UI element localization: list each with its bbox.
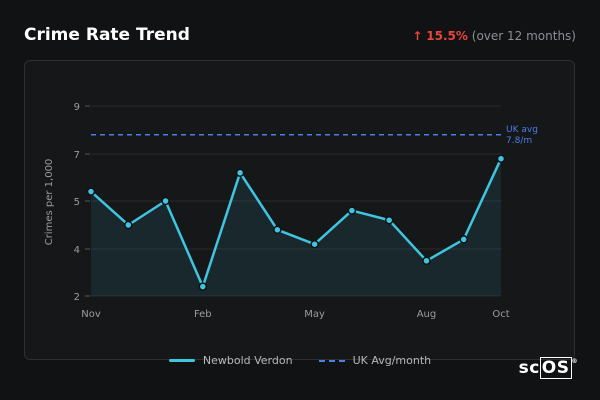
y-gridlines — [91, 105, 501, 297]
x-tick-label: Oct — [492, 309, 509, 320]
data-points — [86, 154, 506, 291]
legend-label: UK Avg/month — [352, 354, 432, 367]
chart-card — [24, 60, 575, 360]
scos-logo: sc OS ® — [518, 357, 578, 379]
data-point[interactable] — [496, 154, 506, 163]
data-point[interactable] — [347, 206, 357, 215]
legend-item-uk-average[interactable]: UK Avg/month — [318, 354, 432, 367]
y-tick-label: 4 — [74, 245, 80, 256]
x-tick-label: Aug — [417, 309, 437, 320]
change-percent: 15.5% — [426, 29, 468, 43]
y-axis: 2 4 5 7 9 — [74, 102, 90, 303]
legend: Newbold Verdon UK Avg/month — [0, 354, 600, 367]
data-point[interactable] — [310, 239, 319, 249]
x-tick-label: May — [304, 309, 325, 320]
series-line-newbold-verdon — [90, 158, 503, 288]
data-point[interactable] — [198, 282, 208, 291]
data-point[interactable] — [273, 225, 282, 235]
chart-title: Crime Rate Trend — [24, 25, 190, 45]
data-point[interactable] — [459, 235, 468, 244]
solid-line-swatch-icon — [168, 359, 195, 362]
y-tick-label: 2 — [74, 292, 80, 303]
uk-average-value-label: 7.8/m — [506, 136, 532, 146]
data-point[interactable] — [86, 187, 96, 196]
legend-label: Newbold Verdon — [202, 354, 293, 367]
data-point[interactable] — [422, 256, 431, 265]
data-point[interactable] — [124, 220, 133, 230]
data-point[interactable] — [235, 168, 245, 178]
series-area-fill — [91, 158, 501, 296]
y-tick-label: 5 — [74, 197, 80, 208]
x-axis: Nov Feb May Aug Oct — [81, 309, 509, 320]
uk-average-label: UK avg — [506, 125, 538, 135]
data-point[interactable] — [384, 215, 394, 225]
y-tick-label: 9 — [74, 102, 80, 113]
change-period: (over 12 months) — [471, 29, 576, 43]
y-axis-label: Crimes per 1,000 — [44, 159, 55, 246]
up-arrow-icon: ↑ — [412, 29, 423, 43]
x-tick-label: Nov — [81, 309, 101, 320]
legend-item-newbold-verdon[interactable]: Newbold Verdon — [168, 354, 293, 367]
y-tick-label: 7 — [74, 150, 80, 161]
dashed-line-swatch-icon — [318, 359, 345, 362]
x-tick-label: Feb — [194, 309, 212, 320]
rate-change-indicator: ↑ 15.5% (over 12 months) — [412, 29, 576, 43]
data-point[interactable] — [161, 196, 170, 206]
